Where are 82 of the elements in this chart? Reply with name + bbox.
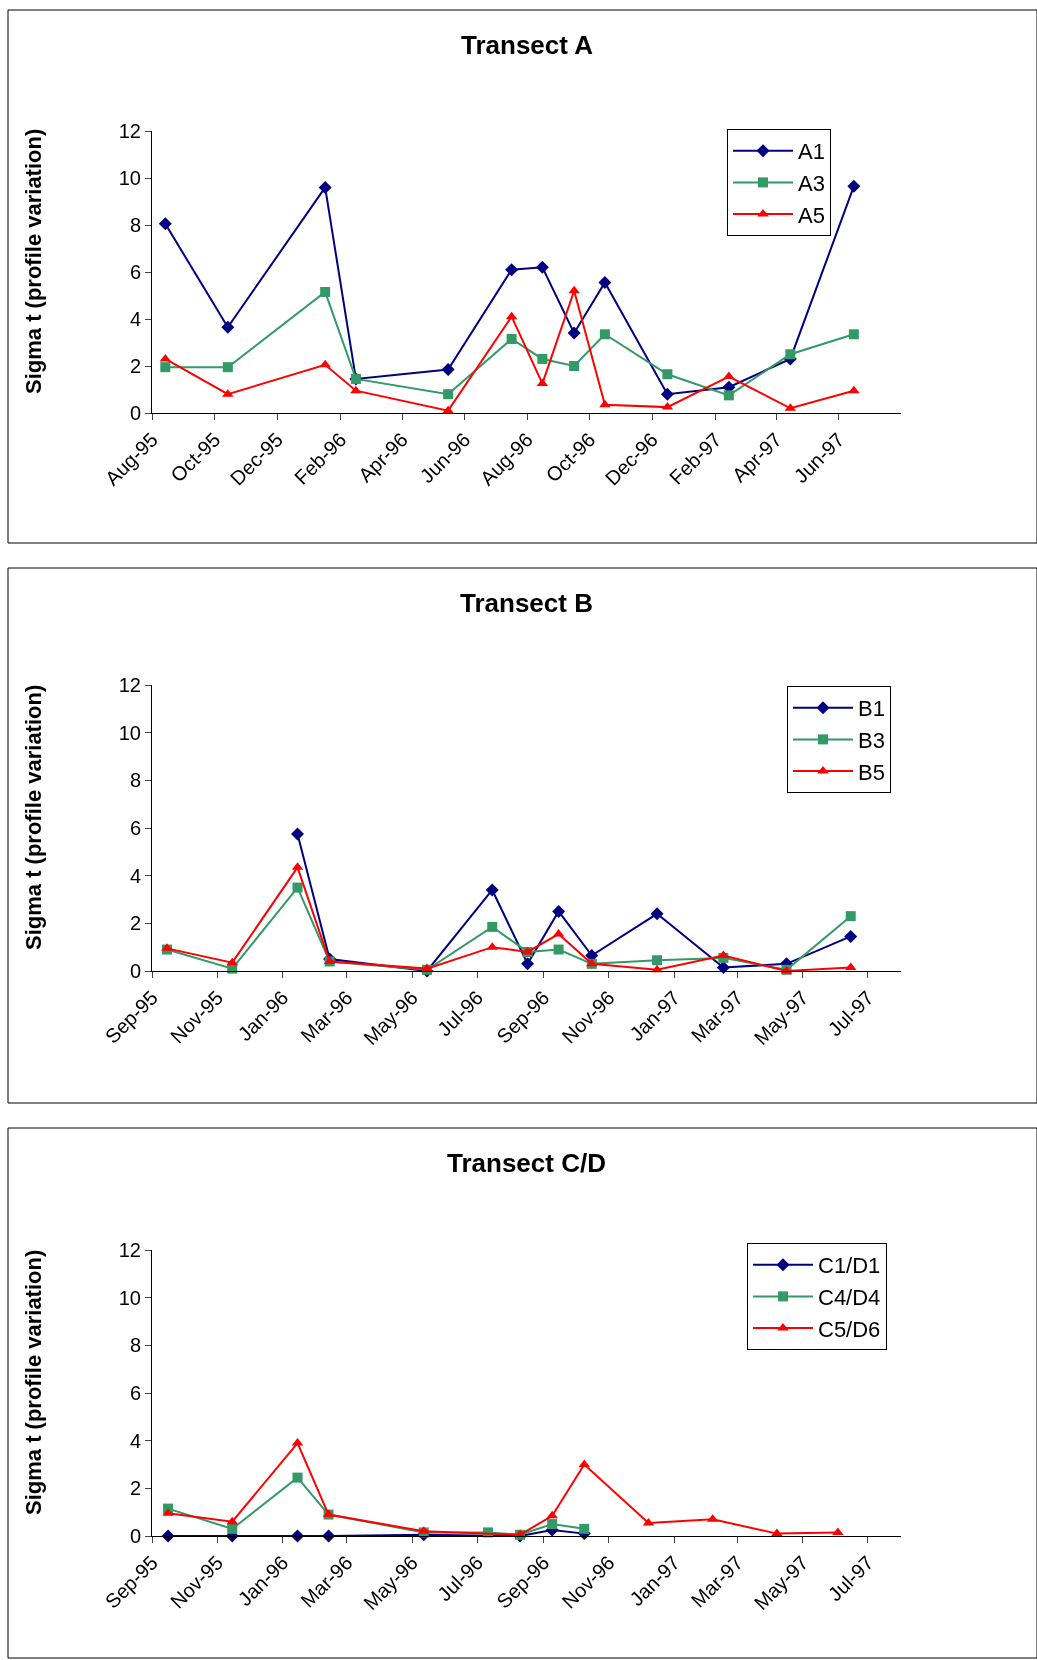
point <box>350 385 362 394</box>
y-axis-title: Sigma t (profile variation) <box>21 1249 46 1515</box>
y-tick-label: 10 <box>118 721 141 744</box>
point <box>160 362 171 373</box>
chart-title: Transect B <box>460 588 593 618</box>
point <box>579 1523 590 1534</box>
point <box>652 955 663 966</box>
point <box>441 363 455 377</box>
y-tick-label: 6 <box>129 1382 141 1404</box>
chart-title: Transect A <box>461 30 594 60</box>
point <box>292 882 303 893</box>
y-tick-label: 4 <box>129 864 141 887</box>
point <box>567 326 581 340</box>
y-tick-label: 10 <box>118 1286 141 1309</box>
point <box>485 883 499 897</box>
point <box>222 362 233 373</box>
point <box>568 285 580 294</box>
point <box>771 1528 783 1537</box>
legend-label: C5/D6 <box>818 1316 881 1342</box>
point <box>547 1519 558 1530</box>
y-tick-label: 2 <box>129 912 141 935</box>
point <box>848 329 859 340</box>
point <box>660 387 674 401</box>
legend-label: A3 <box>798 170 825 196</box>
legend-label: B3 <box>858 727 885 753</box>
point <box>537 353 548 364</box>
point <box>227 1523 238 1534</box>
point <box>599 399 611 408</box>
point <box>569 361 580 371</box>
y-tick-label: 6 <box>129 817 141 839</box>
point <box>599 329 610 340</box>
point <box>505 263 519 277</box>
point <box>845 911 856 922</box>
point <box>723 371 735 380</box>
legend-label: B5 <box>858 759 885 785</box>
y-tick-label: 0 <box>129 960 141 982</box>
y-tick-label: 4 <box>129 308 141 330</box>
point <box>546 1510 558 1519</box>
point <box>844 929 858 943</box>
y-axis-title: Sigma t (profile variation) <box>21 684 46 950</box>
point <box>723 390 734 401</box>
y-tick-label: 12 <box>118 1239 141 1261</box>
legend-label: C4/D4 <box>818 1284 881 1310</box>
point <box>291 827 305 841</box>
y-tick-label: 2 <box>129 1477 141 1500</box>
y-tick-label: 0 <box>129 402 141 424</box>
point <box>848 385 860 394</box>
chart-title: Transect C/D <box>447 1148 606 1178</box>
point <box>847 179 861 193</box>
y-tick-label: 12 <box>118 120 141 142</box>
y-tick-label: 8 <box>129 1334 141 1357</box>
y-tick-label: 8 <box>129 769 141 792</box>
y-tick-label: 4 <box>129 1429 141 1452</box>
point <box>506 333 517 344</box>
legend-label: A1 <box>798 139 825 165</box>
point <box>553 944 564 955</box>
legend-label: B1 <box>858 696 885 722</box>
y-tick-label: 0 <box>129 1525 141 1547</box>
point <box>319 359 331 368</box>
y-axis-title: Sigma t (profile variation) <box>21 128 46 394</box>
point <box>535 260 549 274</box>
y-tick-label: 6 <box>129 261 141 283</box>
y-tick-label: 8 <box>129 214 141 236</box>
legend-label: C1/D1 <box>818 1253 881 1279</box>
point <box>598 276 612 290</box>
point <box>443 389 454 400</box>
point <box>292 1472 303 1483</box>
point <box>552 904 566 918</box>
point <box>318 180 332 194</box>
y-tick-label: 12 <box>118 674 141 696</box>
point <box>442 405 454 414</box>
y-tick-label: 2 <box>129 355 141 377</box>
y-tick-label: 10 <box>118 167 141 189</box>
point <box>158 217 172 231</box>
point <box>320 286 331 297</box>
point <box>662 369 673 380</box>
point <box>221 320 235 334</box>
point <box>650 907 664 921</box>
legend-label: A5 <box>798 202 825 228</box>
point <box>785 349 796 360</box>
point <box>487 921 498 932</box>
point <box>521 957 535 971</box>
